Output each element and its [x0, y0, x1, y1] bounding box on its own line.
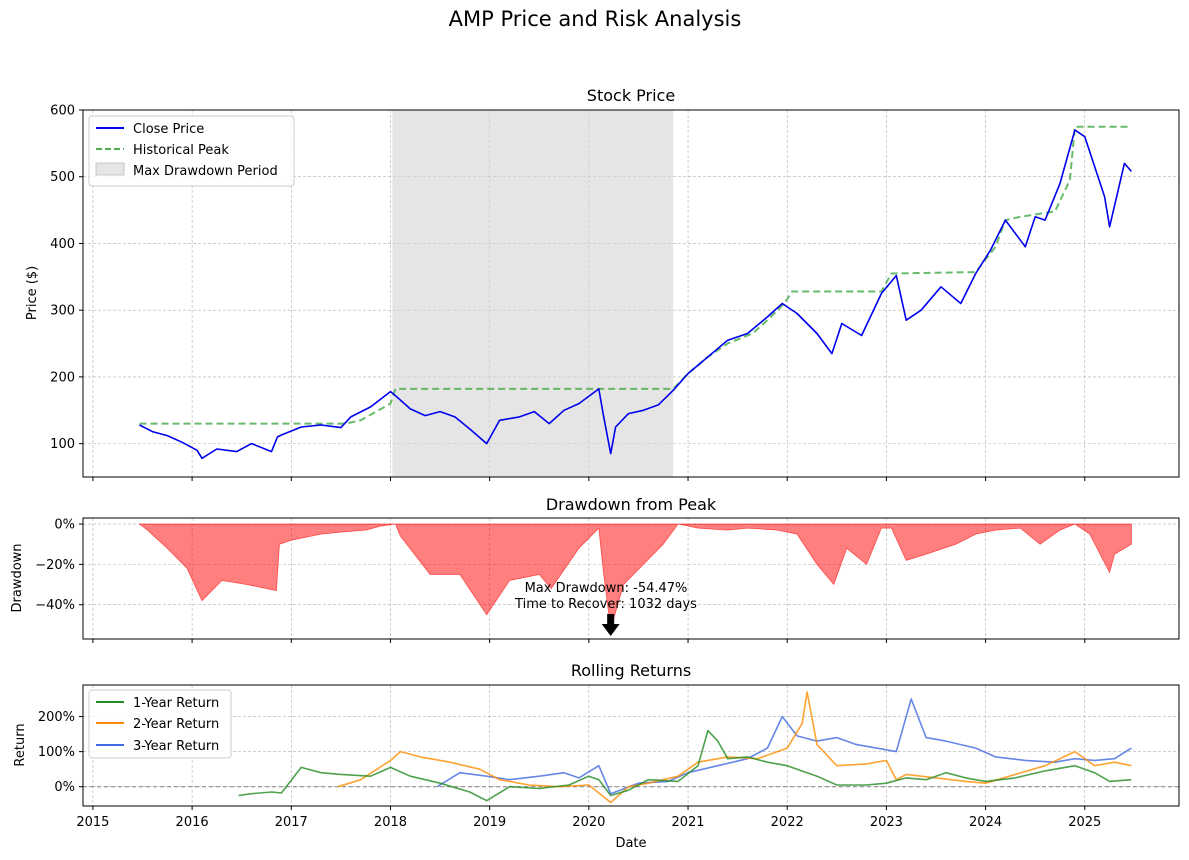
drawdown-axis-ticks: 0% −20% −40% — [35, 518, 1086, 643]
returns-chart-xlabel: Date — [615, 836, 646, 851]
annotation-arrow — [601, 614, 620, 636]
drawdown-chart-ylabel: Drawdown — [10, 543, 25, 612]
x-tick-label: 2016 — [176, 815, 209, 830]
legend-3y-label: 3-Year Return — [133, 739, 219, 754]
legend-2y-label: 2-Year Return — [133, 717, 219, 732]
price-axis-ticks: 100 200 300 400 500 600 — [50, 104, 1086, 481]
drawdown-chart-title: Drawdown from Peak — [546, 495, 717, 514]
x-tick-label: 2021 — [671, 815, 704, 830]
returns-legend-box — [88, 689, 232, 759]
drawdown-series-group — [139, 523, 1132, 630]
price-legend-box — [88, 115, 295, 187]
y-tick-label: −40% — [35, 598, 75, 613]
returns-legend: 1-Year Return 2-Year Return 3-Year Retur… — [88, 689, 232, 759]
price-chart-title: Stock Price — [587, 86, 675, 105]
price-chart-ylabel: Price ($) — [25, 266, 40, 320]
max-drawdown-period-span — [392, 110, 674, 477]
legend-span-swatch — [95, 162, 125, 176]
annotation-recovery-time: Time to Recover: 1032 days — [514, 597, 697, 612]
x-tick-label: 2018 — [374, 815, 407, 830]
figure-suptitle: AMP Price and Risk Analysis — [449, 7, 742, 31]
three-year-return-line — [436, 698, 1132, 795]
y-tick-label: 0% — [54, 780, 75, 795]
x-tick-label: 2019 — [473, 815, 506, 830]
legend-peak-label: Historical Peak — [133, 143, 229, 158]
legend-span-label: Max Drawdown Period — [133, 164, 278, 179]
close-price-line — [139, 129, 1133, 460]
y-tick-label: 300 — [50, 304, 75, 319]
returns-axis-ticks: 2015 2016 2017 2018 2019 2020 2021 2022 2023 2024… — [38, 710, 1101, 830]
legend-close-label: Close Price — [133, 122, 204, 137]
two-year-return-line — [337, 691, 1132, 804]
returns-chart: Rolling Returns Return Date 2015 2016 2017… — [13, 661, 1180, 851]
y-tick-label: 400 — [50, 237, 75, 252]
x-tick-label: 2024 — [969, 815, 1002, 830]
y-tick-label: 100% — [38, 745, 75, 760]
x-tick-label: 2015 — [76, 815, 109, 830]
x-tick-label: 2022 — [771, 815, 804, 830]
x-tick-label: 2023 — [870, 815, 903, 830]
y-tick-label: 0% — [54, 518, 75, 533]
y-tick-label: −20% — [35, 558, 75, 573]
x-tick-label: 2017 — [275, 815, 308, 830]
price-series-group — [139, 125, 1133, 460]
drawdown-plot-frame — [82, 517, 1180, 640]
returns-chart-ylabel: Return — [13, 723, 28, 766]
returns-chart-title: Rolling Returns — [571, 661, 691, 680]
y-tick-label: 100 — [50, 437, 75, 452]
price-chart: Stock Price Price ($) 100 200 300 400 500 600… — [25, 86, 1180, 481]
drawdown-area — [139, 523, 1132, 630]
y-tick-label: 500 — [50, 170, 75, 185]
y-tick-label: 200% — [38, 710, 75, 725]
price-legend: Close Price Historical Peak Max Drawdown… — [88, 115, 295, 187]
annotation-max-drawdown: Max Drawdown: -54.47% — [525, 581, 688, 596]
y-tick-label: 600 — [50, 104, 75, 119]
drawdown-chart: Drawdown from Peak Drawdown 0% −20% −40% M… — [10, 495, 1180, 643]
drawdown-annotation: Max Drawdown: -54.47% Time to Recover: 1… — [514, 581, 697, 636]
returns-plot-frame — [82, 684, 1180, 807]
price-plot-frame — [82, 109, 1180, 478]
y-tick-label: 200 — [50, 370, 75, 385]
one-year-return-line — [238, 729, 1132, 802]
legend-1y-label: 1-Year Return — [133, 696, 219, 711]
returns-series-group — [83, 691, 1179, 804]
returns-gridlines — [83, 685, 1179, 806]
x-tick-label: 2025 — [1068, 815, 1101, 830]
x-tick-label: 2020 — [572, 815, 605, 830]
